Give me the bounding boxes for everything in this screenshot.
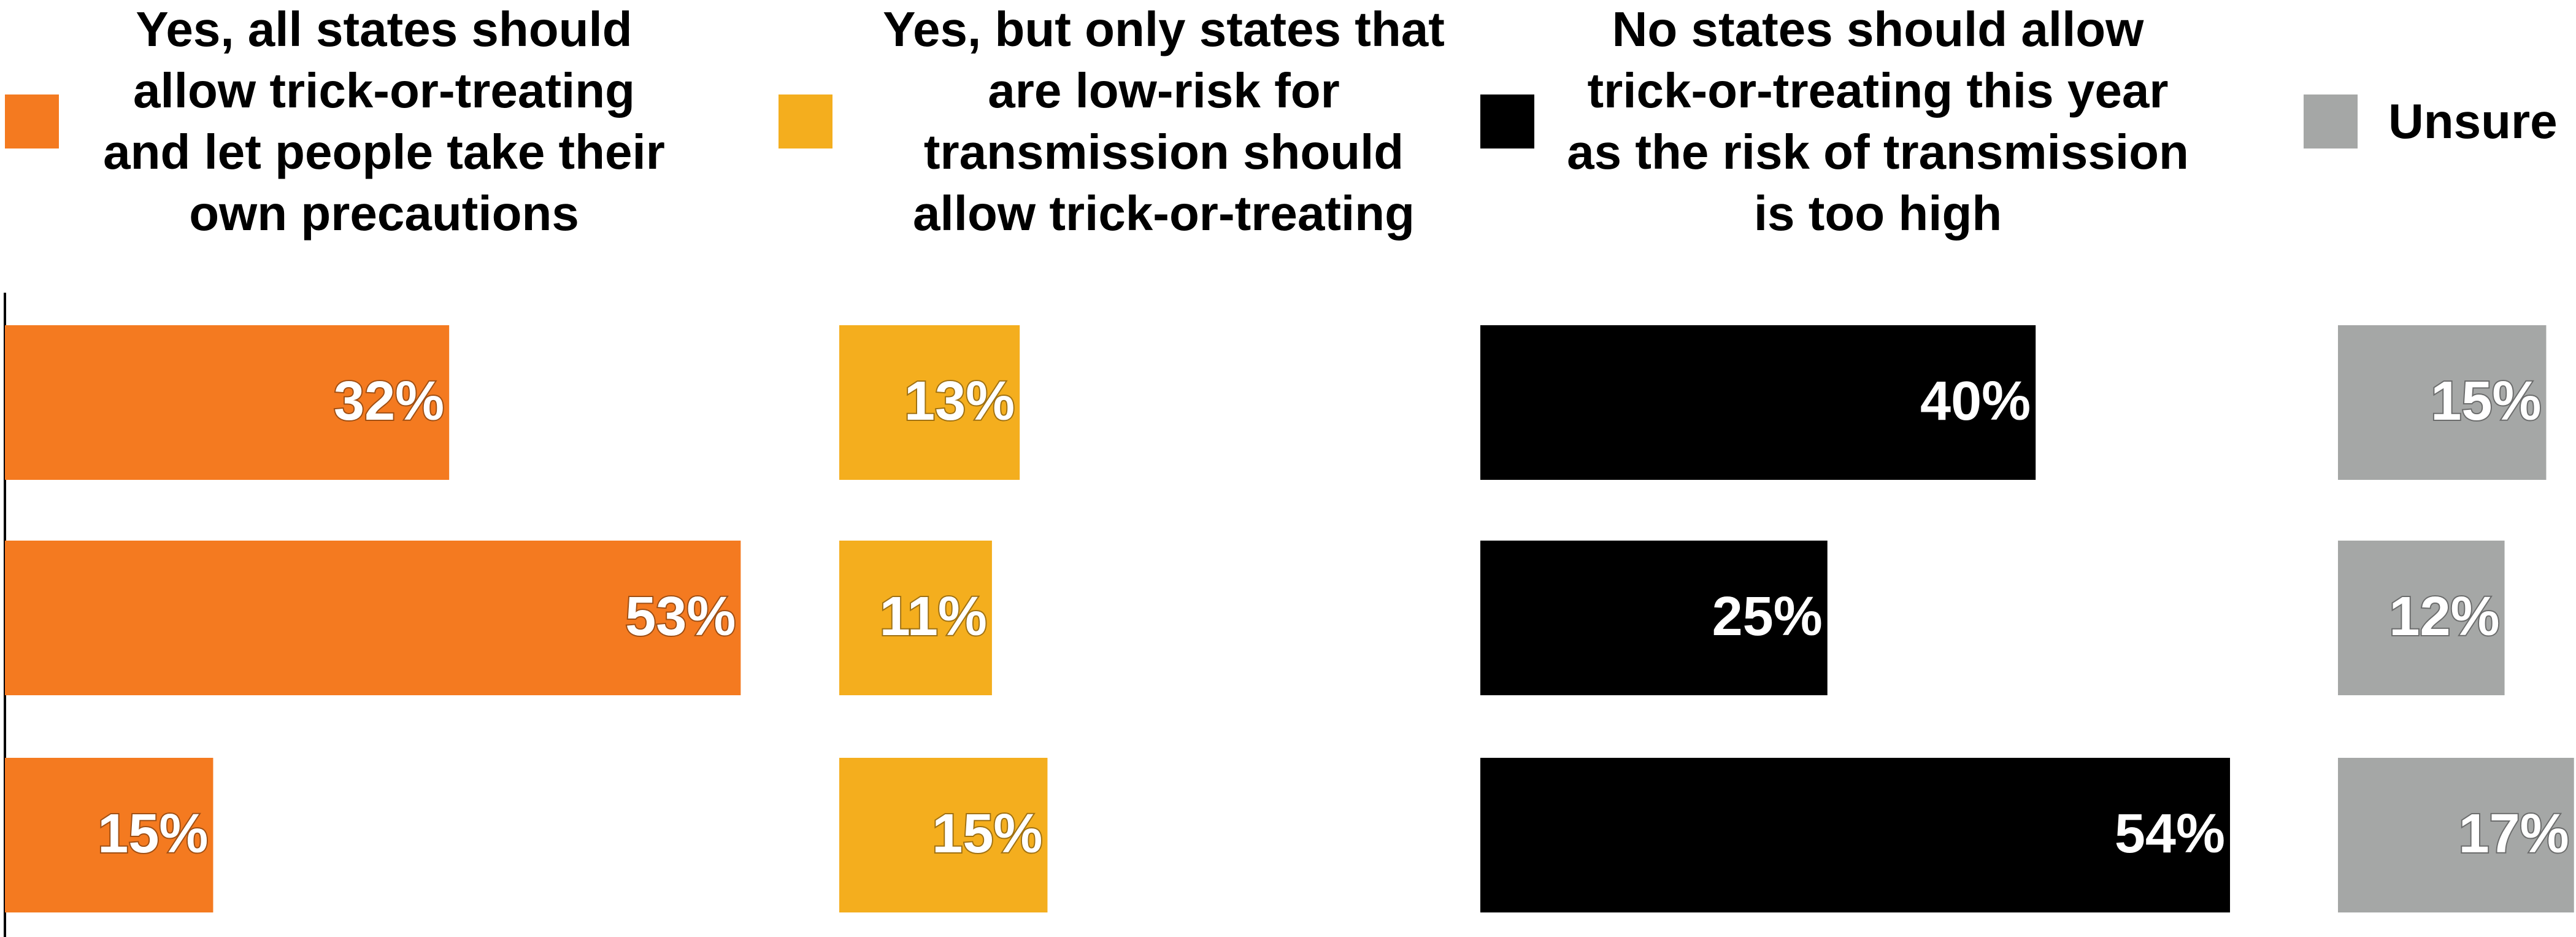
value-label: 15% [98, 803, 208, 865]
bar [1480, 758, 2231, 912]
bar [839, 758, 1048, 912]
legend-swatch [2304, 94, 2358, 148]
bar [2338, 758, 2574, 912]
bar [5, 758, 213, 912]
bar [839, 541, 992, 695]
bar [839, 325, 1020, 480]
legend-label: Unsure [2388, 94, 2558, 148]
bar [5, 541, 741, 695]
legend-label: Yes, but only states that are low-risk f… [883, 2, 1445, 241]
value-label: 25% [1712, 586, 1823, 647]
legend-label: No states should allow trick-or-treating… [1567, 2, 2189, 241]
bar [2338, 541, 2505, 695]
value-label: 15% [2431, 371, 2541, 432]
bar [5, 325, 450, 480]
value-label: 15% [932, 803, 1042, 865]
value-label: 40% [1920, 371, 2031, 432]
bar [1480, 541, 1828, 695]
value-label: 12% [2389, 586, 2499, 647]
legend-item: Unsure [2304, 12, 2576, 231]
value-label: 17% [2459, 803, 2569, 865]
value-label: 54% [2115, 803, 2225, 865]
value-label: 13% [904, 371, 1015, 432]
legend-swatch [1480, 94, 1534, 148]
bar [2338, 325, 2547, 480]
value-label: 32% [334, 371, 444, 432]
value-label: 53% [625, 586, 736, 647]
legend-item: Yes, all states should allow trick-or-tr… [5, 2, 685, 241]
bar [1480, 325, 2036, 480]
legend-swatch [779, 94, 832, 148]
legend-swatch [5, 94, 59, 148]
legend-label: Yes, all states should allow trick-or-tr… [103, 2, 665, 241]
legend-item: Yes, but only states that are low-risk f… [779, 2, 1471, 241]
legend-item: No states should allow trick-or-treating… [1480, 2, 2197, 241]
value-label: 11% [880, 586, 987, 647]
